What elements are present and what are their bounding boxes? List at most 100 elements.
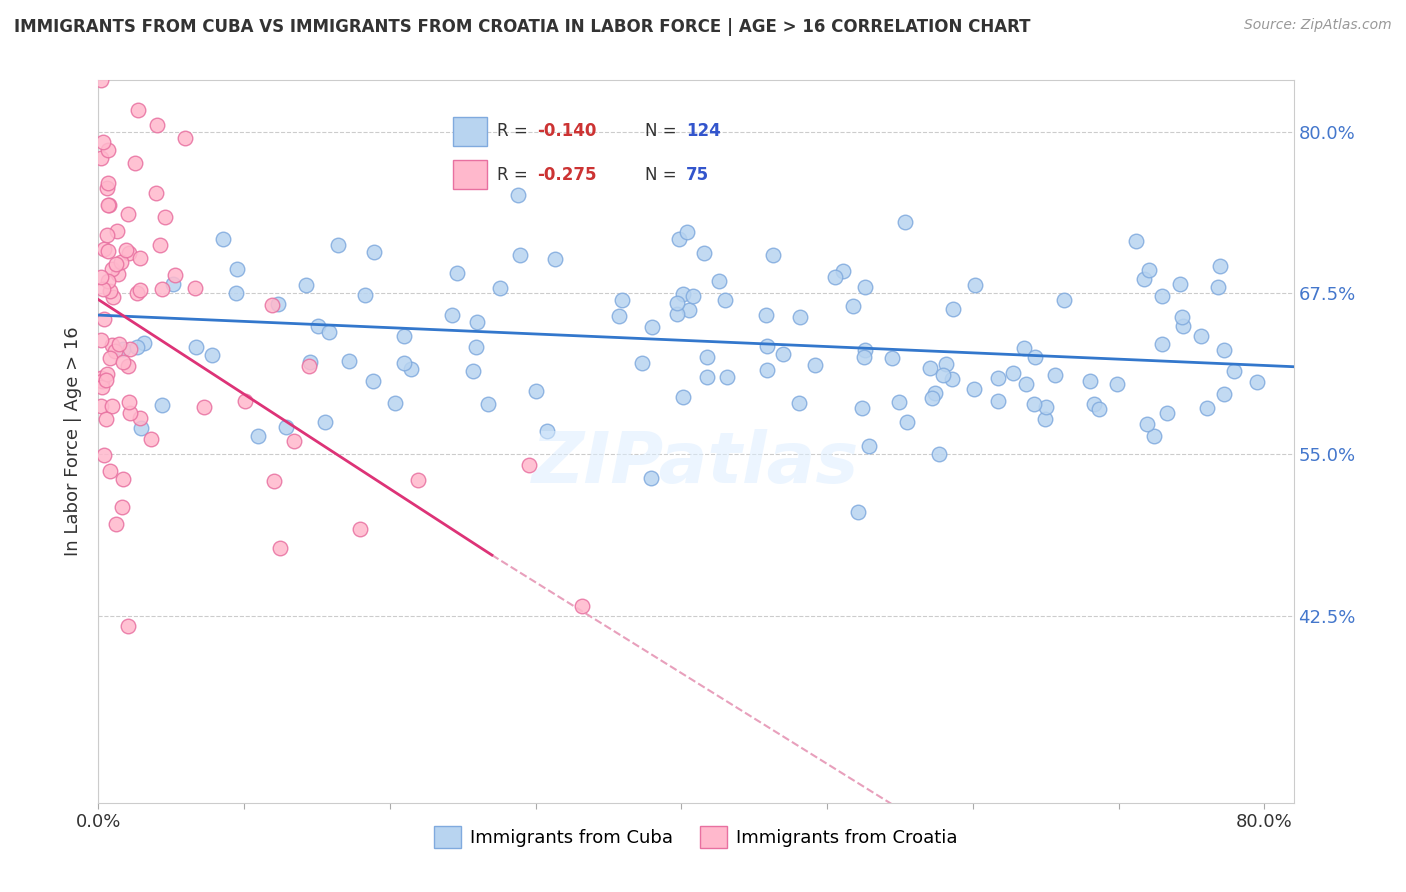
Point [318,326,340,340]
Point [465,340,488,354]
Point [855,280,877,294]
Point [361,374,384,388]
Point [111,500,134,514]
Point [1053,293,1076,308]
Text: N =: N = [645,122,682,140]
Point [1125,234,1147,248]
Point [1150,337,1173,351]
Point [96,181,118,195]
Bar [453,161,486,189]
Point [117,246,139,260]
Point [100,338,122,352]
Point [896,416,918,430]
Bar [453,117,486,145]
Point [90,151,112,165]
Point [96,412,118,426]
Point [924,386,946,401]
Point [858,438,880,452]
Point [97,198,120,212]
Point [101,262,124,277]
Point [125,285,148,300]
Point [678,302,700,317]
Point [1024,350,1046,364]
Point [101,399,124,413]
Text: 124: 124 [686,122,721,140]
Point [105,517,128,532]
Point [841,299,863,313]
Text: R =: R = [496,166,533,184]
Point [328,238,350,252]
Point [755,339,778,353]
Point [1136,417,1159,431]
Point [1212,343,1234,357]
Point [893,215,915,229]
Point [1150,289,1173,303]
Point [1142,429,1164,443]
Point [150,282,173,296]
Point [307,318,329,333]
Point [755,308,778,322]
Point [756,363,779,377]
Point [1015,377,1038,392]
Text: IMMIGRANTS FROM CUBA VS IMMIGRANTS FROM CROATIA IN LABOR FORCE | AGE > 16 CORREL: IMMIGRANTS FROM CUBA VS IMMIGRANTS FROM … [14,18,1031,36]
Point [1222,364,1244,378]
Point [672,390,695,404]
Point [120,342,142,356]
Point [97,176,120,190]
Point [1170,310,1192,325]
Point [506,188,529,202]
Point [266,296,288,310]
Point [1088,402,1111,417]
Point [1002,366,1025,380]
Point [246,429,269,443]
Point [349,522,371,536]
Point [128,251,150,265]
Point [408,474,430,488]
Point [269,541,291,555]
Text: 75: 75 [686,166,709,184]
Point [132,335,155,350]
Point [108,336,131,351]
Point [941,372,963,386]
Point [1045,368,1067,382]
Point [1022,396,1045,410]
Point [127,103,149,117]
Point [987,371,1010,385]
Text: Source: ZipAtlas.com: Source: ZipAtlas.com [1244,18,1392,32]
Point [693,245,716,260]
Point [399,362,422,376]
Point [536,425,558,439]
Point [392,356,415,370]
Point [118,395,141,409]
Point [846,505,869,519]
Point [283,434,305,448]
Legend: Immigrants from Cuba, Immigrants from Croatia: Immigrants from Cuba, Immigrants from Cr… [427,819,965,855]
Point [129,411,152,425]
Point [987,393,1010,408]
Point [1012,342,1035,356]
Point [162,277,184,291]
Point [544,252,567,267]
Point [942,301,965,316]
Point [1209,259,1232,273]
Point [509,247,531,261]
Point [707,274,730,288]
Point [165,268,187,282]
Point [1035,400,1057,414]
Point [714,293,737,307]
Point [935,357,957,371]
Point [363,245,385,260]
Point [104,257,127,271]
Point [665,295,688,310]
Point [91,135,114,149]
Point [571,599,593,613]
Point [524,384,547,399]
Text: -0.140: -0.140 [537,122,596,140]
Point [90,73,112,87]
Point [101,290,124,304]
Point [921,391,943,405]
Point [150,398,173,412]
Point [129,283,152,297]
Point [117,359,139,373]
Point [803,358,825,372]
